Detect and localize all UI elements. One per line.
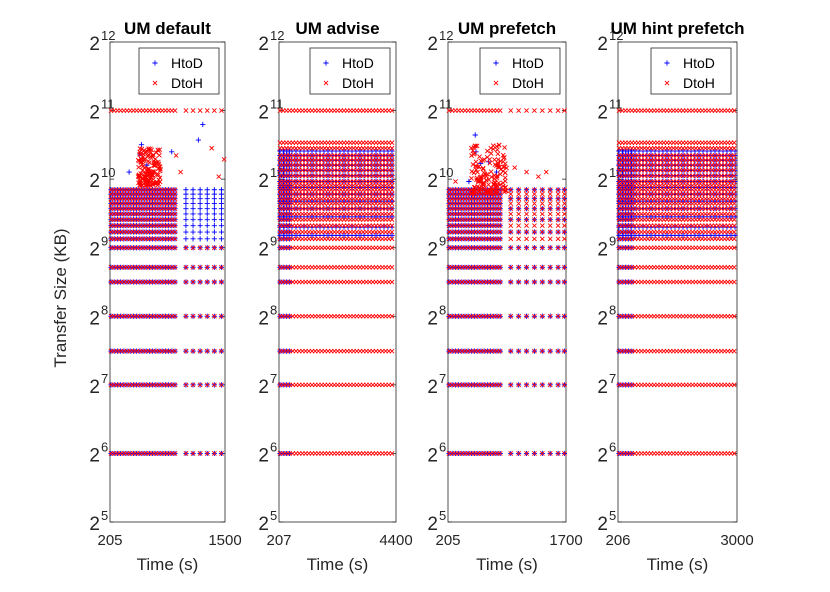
y-tick-exponent: 12 [439, 28, 453, 43]
y-tick-label: 2 [427, 445, 438, 466]
y-tick-label: 2 [258, 103, 269, 124]
x-tick-label: 205 [97, 532, 122, 549]
legend-label-dtoh: DtoH [512, 75, 544, 91]
y-tick-exponent: 10 [270, 165, 284, 180]
legend-label-htod: HtoD [512, 55, 544, 71]
y-tick-label: 2 [597, 171, 608, 192]
y-tick-exponent: 8 [609, 302, 616, 317]
y-tick-label: 2 [89, 240, 100, 261]
y-tick-exponent: 7 [439, 371, 446, 386]
x-tick-label: 3000 [720, 532, 753, 549]
x-tick-label: 206 [605, 532, 630, 549]
y-tick-label: 2 [427, 103, 438, 124]
subplot-title: UM advise [295, 19, 379, 38]
y-tick-label: 2 [89, 34, 100, 55]
y-tick-label: 2 [89, 171, 100, 192]
y-tick-label: 2 [427, 34, 438, 55]
y-tick-exponent: 7 [609, 371, 616, 386]
y-tick-label: 2 [258, 308, 269, 329]
y-tick-exponent: 7 [270, 371, 277, 386]
legend: HtoD DtoH [480, 48, 560, 94]
y-tick-exponent: 8 [439, 302, 446, 317]
y-tick-exponent: 6 [609, 439, 616, 454]
x-tick-label: 4400 [379, 532, 412, 549]
y-tick-exponent: 12 [270, 28, 284, 43]
y-tick-exponent: 5 [270, 508, 277, 523]
legend: HtoD DtoH [139, 48, 219, 94]
y-tick-exponent: 10 [609, 165, 623, 180]
y-tick-label: 2 [89, 377, 100, 398]
y-tick-label: 2 [258, 171, 269, 192]
x-axis-label: Time (s) [137, 555, 199, 574]
x-axis-label: Time (s) [307, 555, 369, 574]
y-axis-label: Transfer Size (KB) [51, 228, 70, 367]
y-tick-exponent: 12 [101, 28, 115, 43]
legend-label-dtoh: DtoH [171, 75, 203, 91]
y-tick-label: 2 [427, 240, 438, 261]
y-tick-exponent: 8 [270, 302, 277, 317]
x-tick-label: 1700 [549, 532, 582, 549]
legend-label-htod: HtoD [342, 55, 374, 71]
subplot-title: UM hint prefetch [610, 19, 744, 38]
legend: HtoD DtoH [310, 48, 390, 94]
y-tick-label: 2 [597, 103, 608, 124]
y-tick-label: 2 [427, 308, 438, 329]
y-tick-label: 2 [597, 34, 608, 55]
y-tick-exponent: 9 [439, 234, 446, 249]
y-tick-exponent: 9 [270, 234, 277, 249]
x-axis-label: Time (s) [476, 555, 538, 574]
axes-box [618, 42, 737, 522]
y-tick-exponent: 8 [101, 302, 108, 317]
y-tick-exponent: 10 [439, 165, 453, 180]
y-tick-exponent: 9 [101, 234, 108, 249]
y-tick-label: 2 [258, 240, 269, 261]
legend-label-dtoh: DtoH [342, 75, 374, 91]
y-tick-label: 2 [597, 240, 608, 261]
y-tick-exponent: 5 [439, 508, 446, 523]
y-tick-label: 2 [89, 103, 100, 124]
subplot-title: UM default [124, 19, 211, 38]
y-tick-exponent: 6 [270, 439, 277, 454]
x-tick-label: 205 [435, 532, 460, 549]
y-tick-label: 2 [597, 445, 608, 466]
y-tick-label: 2 [89, 308, 100, 329]
x-tick-label: 207 [266, 532, 291, 549]
y-tick-exponent: 5 [609, 508, 616, 523]
y-tick-label: 2 [258, 34, 269, 55]
y-tick-exponent: 9 [609, 234, 616, 249]
legend-label-htod: HtoD [171, 55, 203, 71]
y-tick-exponent: 10 [101, 165, 115, 180]
y-tick-exponent: 6 [101, 439, 108, 454]
y-tick-label: 2 [597, 308, 608, 329]
y-tick-label: 2 [597, 377, 608, 398]
x-axis-label: Time (s) [647, 555, 709, 574]
y-tick-label: 2 [427, 171, 438, 192]
subplot-title: UM prefetch [458, 19, 556, 38]
y-tick-label: 2 [89, 445, 100, 466]
y-tick-exponent: 6 [439, 439, 446, 454]
y-tick-label: 2 [427, 377, 438, 398]
x-tick-label: 1500 [208, 532, 241, 549]
y-tick-exponent: 7 [101, 371, 108, 386]
y-tick-label: 2 [258, 445, 269, 466]
y-tick-label: 2 [258, 377, 269, 398]
y-tick-exponent: 5 [101, 508, 108, 523]
